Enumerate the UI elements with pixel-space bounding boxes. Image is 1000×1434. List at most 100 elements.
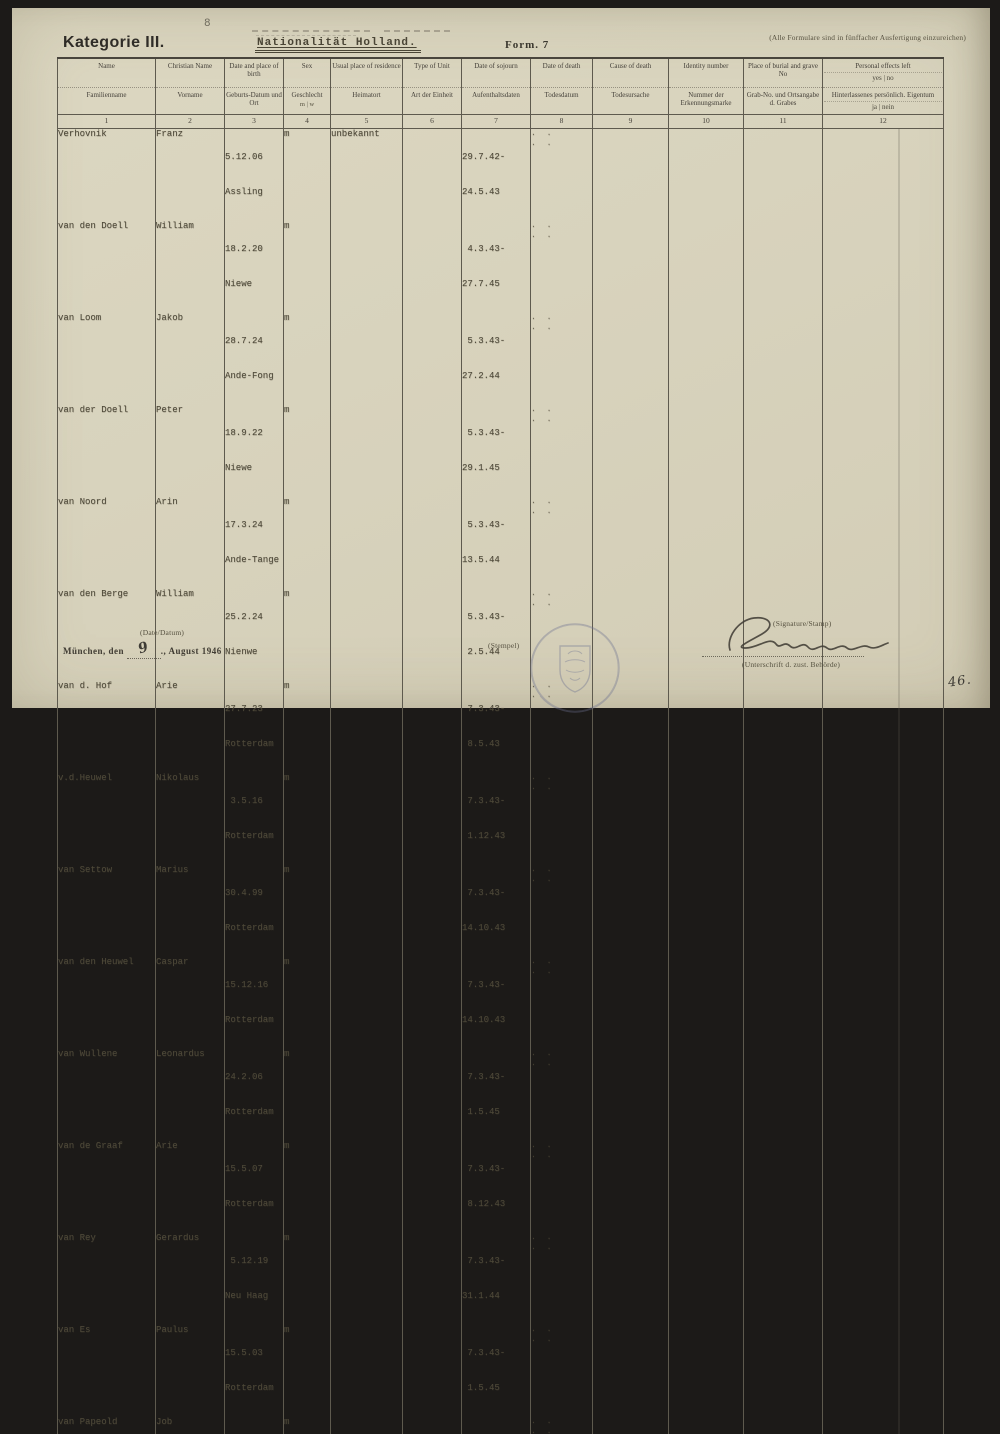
cell-death-cause (593, 1417, 669, 1434)
cell-identity-number (669, 1141, 744, 1233)
cell-first-name: Franz (156, 129, 225, 222)
table-row: Verhovnik Franz 5.12.06 Assling m unbeka… (58, 129, 944, 222)
cell-residence (331, 681, 403, 773)
cell-residence (331, 957, 403, 1049)
cell-unit (403, 497, 462, 589)
column-numbers-row: 1 2 3 4 5 6 7 8 9 10 11 12 (58, 115, 944, 129)
cell-identity-number (669, 1417, 744, 1434)
cell-sex: m (284, 1325, 331, 1417)
cell-identity-number (669, 681, 744, 773)
effects-yes-no: yes | no (824, 72, 942, 82)
table-row: van Wullene Leonardus 24.2.06 Rotterdam … (58, 1049, 944, 1141)
cell-sex: m (284, 957, 331, 1049)
cell-unit (403, 1417, 462, 1434)
cell-unit (403, 405, 462, 497)
cell-family-name: van Rey (58, 1233, 156, 1325)
cell-death-cause (593, 1325, 669, 1417)
col-header-death-date-de: Todesdatum (531, 88, 593, 115)
table-header: Name Christian Name Date and place of bi… (58, 58, 944, 129)
cell-birth: 27.7.23 Rotterdam (225, 681, 284, 773)
cell-unit (403, 957, 462, 1049)
table-row: van Settow Marius 30.4.99 Rotterdam m 7.… (58, 865, 944, 957)
cell-birth: 25.2.24 Nienwe (225, 589, 284, 681)
col-header-name-de: Familienname (58, 88, 156, 115)
cell-identity-number (669, 1233, 744, 1325)
col-header-residence: Usual place of residence (331, 58, 403, 88)
cell-family-name: van den Doell (58, 221, 156, 313)
cell-sojourn: 29.7.42- 24.5.43 (462, 129, 531, 222)
cell-identity-number (669, 497, 744, 589)
handwritten-page-mark: 46. (947, 672, 973, 690)
cell-unit (403, 129, 462, 222)
col-header-unit: Type of Unit (403, 58, 462, 88)
cell-effects (823, 865, 944, 957)
cell-residence (331, 1417, 403, 1434)
cell-first-name: Arie (156, 681, 225, 773)
cell-death-cause (593, 497, 669, 589)
cell-birth: 24.10.19 Vlaadingen (225, 1417, 284, 1434)
cell-death-date: . . . . (531, 129, 593, 222)
sex-m-w: m | w (285, 101, 329, 109)
cell-residence (331, 405, 403, 497)
cell-first-name: Arin (156, 497, 225, 589)
cell-birth: 18.9.22 Niewe (225, 405, 284, 497)
faded-stamp-mark (256, 35, 356, 36)
cell-burial (744, 497, 823, 589)
cell-death-cause (593, 313, 669, 405)
cell-unit (403, 1141, 462, 1233)
cell-first-name: Job (156, 1417, 225, 1434)
cell-family-name: van Noord (58, 497, 156, 589)
cell-effects (823, 1233, 944, 1325)
cell-effects (823, 1325, 944, 1417)
cell-burial (744, 129, 823, 222)
cell-residence (331, 313, 403, 405)
table-body: Verhovnik Franz 5.12.06 Assling m unbeka… (58, 129, 944, 1434)
col-header-identity: Identity number (669, 58, 744, 88)
cell-death-cause (593, 1049, 669, 1141)
cell-first-name: Leonardus (156, 1049, 225, 1141)
cell-effects (823, 681, 944, 773)
cell-sojourn: 7.3.43- 14.10.43 (462, 957, 531, 1049)
cell-birth: 5.12.06 Assling (225, 129, 284, 222)
col-header-birth: Date and place of birth (225, 58, 284, 88)
cell-residence: unbekannt (331, 129, 403, 222)
cell-death-cause (593, 221, 669, 313)
cell-effects (823, 221, 944, 313)
cell-burial (744, 681, 823, 773)
table-row: van d. Hof Arie 27.7.23 Rotterdam m 7.3.… (58, 681, 944, 773)
cell-sojourn: 5.3.43- 29.1.45 (462, 405, 531, 497)
cell-family-name: van de Graaf (58, 1141, 156, 1233)
cell-sex: m (284, 129, 331, 222)
cell-death-date: . . . . (531, 865, 593, 957)
page-number: 8 (204, 18, 211, 30)
cell-residence (331, 1049, 403, 1141)
cell-death-cause (593, 1141, 669, 1233)
cell-sex: m (284, 405, 331, 497)
cell-death-date: . . . . (531, 1417, 593, 1434)
cell-first-name: Gerardus (156, 1233, 225, 1325)
col-header-unit-de: Art der Einheit (403, 88, 462, 115)
cell-first-name: Marius (156, 865, 225, 957)
cell-family-name: v.d.Heuwel (58, 773, 156, 865)
cell-death-date: . . . . (531, 1049, 593, 1141)
col-header-sex-de: Geschlecht m | w (284, 88, 331, 115)
cell-effects (823, 957, 944, 1049)
copies-notice: (Alle Formulare sind in fünffacher Ausfe… (769, 33, 966, 42)
cell-effects (823, 1141, 944, 1233)
cell-effects (823, 405, 944, 497)
cell-sex: m (284, 1417, 331, 1434)
cell-birth: 3.5.16 Rotterdam (225, 773, 284, 865)
cell-unit (403, 865, 462, 957)
col-header-burial: Place of burial and grave No (744, 58, 823, 88)
cell-residence (331, 221, 403, 313)
cell-sojourn: 7.3.43- 1.12.43 (462, 773, 531, 865)
cell-unit (403, 1049, 462, 1141)
cell-burial (744, 405, 823, 497)
table-row: van Noord Arin 17.3.24 Ande-Tange m 5.3.… (58, 497, 944, 589)
official-stamp-icon (520, 616, 626, 716)
cell-identity-number (669, 773, 744, 865)
cell-burial (744, 1049, 823, 1141)
faded-stamp-mark (252, 30, 370, 32)
cell-sojourn: 7.3.43- 8.12.43 (462, 1141, 531, 1233)
cell-death-cause (593, 405, 669, 497)
